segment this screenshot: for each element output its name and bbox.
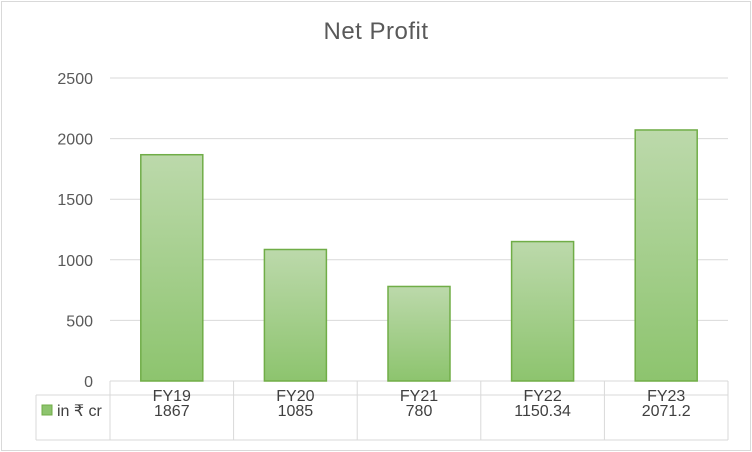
y-tick-label: 2000 (57, 132, 93, 149)
x-category-label: FY21 (400, 388, 438, 405)
data-table-value: 780 (406, 403, 433, 420)
chart-title: Net Profit (323, 18, 429, 45)
x-category-label: FY19 (153, 388, 191, 405)
x-category-label: FY20 (276, 388, 314, 405)
legend-label: in ₹ cr (57, 403, 103, 420)
y-tick-label: 0 (84, 374, 93, 391)
data-table-value: 1150.34 (514, 403, 571, 420)
y-tick-label: 1000 (57, 253, 93, 270)
data-table-value: 2071.2 (642, 403, 691, 420)
x-category-label: FY22 (523, 388, 561, 405)
legend-swatch (41, 404, 53, 416)
bar-fy22 (510, 240, 575, 382)
y-tick-label: 2500 (57, 71, 93, 88)
x-category-label: FY23 (647, 388, 685, 405)
y-tick-label: 1500 (57, 192, 93, 209)
y-tick-label: 500 (66, 313, 93, 330)
bar-fy23 (634, 129, 698, 382)
bar-fy21 (387, 285, 451, 382)
data-table-value: 1085 (278, 403, 314, 420)
data-table-value: 1867 (154, 403, 190, 420)
bar-fy19 (140, 153, 204, 382)
bar-fy20 (263, 248, 328, 382)
